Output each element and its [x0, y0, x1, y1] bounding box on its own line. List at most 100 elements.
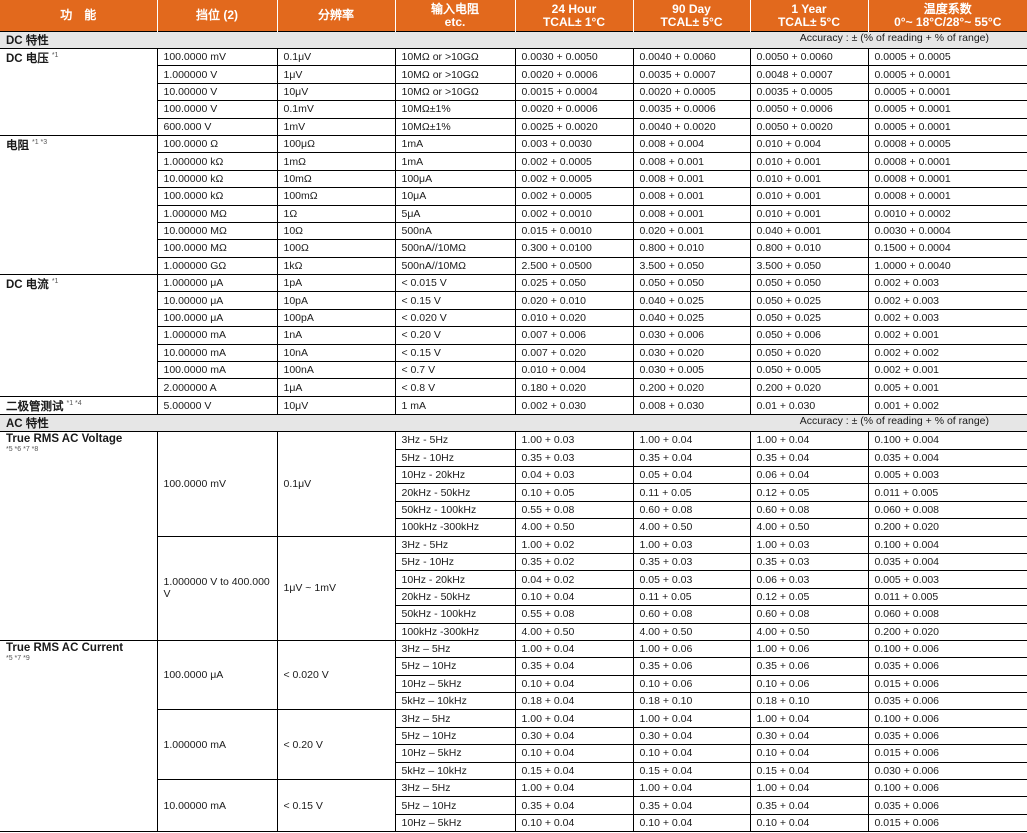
footnote-ref: *1 *4	[66, 399, 82, 407]
1y-cell: 0.010 + 0.001	[749, 152, 869, 171]
24h-cell: 0.007 + 0.006	[514, 326, 634, 345]
section-title: DC 特性	[6, 35, 49, 47]
input-cell: < 0.15 V	[394, 343, 516, 363]
90d-cell: 1.00 + 0.04	[632, 779, 751, 798]
1y-cell: 0.12 + 0.05	[749, 483, 869, 502]
input-cell: 10μA	[394, 187, 516, 206]
temp-coef-cell: 0.0010 + 0.0002	[867, 204, 1027, 223]
resolution-cell: 100Ω	[276, 239, 396, 258]
24h-cell: 0.10 + 0.04	[514, 744, 634, 763]
1y-cell: 1.00 + 0.04	[749, 709, 869, 728]
range-cell: 100.0000 V	[156, 100, 278, 119]
range-cell: 1.000000 MΩ	[156, 204, 278, 223]
table-row: DC 电流 *1 1.000000 μA 1pA < 0.015 V 0.025 + 0.…	[0, 274, 1027, 397]
resolution-cell: 1mΩ	[276, 152, 396, 171]
1y-cell: 0.35 + 0.04	[749, 448, 869, 467]
1y-cell: 0.35 + 0.03	[749, 552, 869, 572]
resolution-cell: 1μV	[276, 65, 396, 84]
resolution-cell: 1nA	[276, 326, 396, 345]
24h-cell: 0.10 + 0.04	[514, 813, 634, 833]
input-cell: 10MΩ±1%	[394, 100, 516, 119]
24h-cell: 0.002 + 0.0005	[514, 187, 634, 206]
temp-coef-cell: 0.015 + 0.006	[867, 744, 1027, 763]
24h-cell: 0.015 + 0.0010	[514, 221, 634, 241]
temp-coef-cell: 0.035 + 0.006	[867, 796, 1027, 815]
resolution-cell: 1μA	[276, 378, 396, 397]
24h-cell: 0.04 + 0.02	[514, 570, 634, 589]
90d-cell: 4.00 + 0.50	[632, 518, 751, 537]
frequency-cell: 10Hz - 20kHz	[394, 570, 516, 589]
24h-cell: 0.55 + 0.08	[514, 605, 634, 624]
temp-coef-cell: 0.002 + 0.003	[867, 308, 1027, 328]
resolution-cell: 0.1μV	[276, 47, 396, 67]
table-row: 5kHz – 10kHz 0.15 + 0.04 0.15 + 0.04 0.15 +…	[0, 761, 1027, 781]
90d-cell: 0.35 + 0.04	[632, 448, 751, 467]
frequency-cell: 3Hz – 5Hz	[394, 709, 516, 728]
input-cell: < 0.8 V	[394, 378, 516, 397]
temp-coef-cell: 0.0008 + 0.0001	[867, 152, 1027, 171]
range-cell: 10.00000 mA	[156, 779, 278, 833]
range-cell: 10.00000 mA	[156, 343, 278, 363]
90d-cell: 4.00 + 0.50	[632, 622, 751, 641]
column-header-resolution: 分辨率	[276, 0, 395, 32]
input-cell: 1mA	[394, 134, 516, 154]
table-row: 10.00000 MΩ 10Ω 500nA 0.015 + 0.0010 0.020 +…	[0, 221, 1027, 241]
temp-coef-cell: 0.0005 + 0.0001	[867, 100, 1027, 119]
frequency-cell: 3Hz – 5Hz	[394, 779, 516, 798]
range-cell: 5.00000 V	[156, 395, 278, 416]
input-cell: < 0.15 V	[394, 291, 516, 310]
1y-cell: 0.35 + 0.06	[749, 657, 869, 676]
temp-coef-cell: 0.011 + 0.005	[867, 587, 1027, 607]
footnote-ref: *5 *6 *7 *8	[6, 446, 39, 454]
temp-coef-cell: 0.015 + 0.006	[867, 813, 1027, 833]
90d-cell: 3.500 + 0.050	[632, 256, 751, 276]
input-cell: 10MΩ or >10GΩ	[394, 82, 516, 102]
temp-coef-cell: 0.015 + 0.006	[867, 674, 1027, 694]
temp-coef-cell: 0.0005 + 0.0001	[867, 82, 1027, 102]
range-cell: 100.0000 μA	[156, 308, 278, 328]
range-cell: 1.000000 mA	[156, 709, 278, 781]
24h-cell: 0.0025 + 0.0020	[514, 117, 634, 136]
table-row: 2.000000 A 1μA < 0.8 V 0.180 + 0.020 0.200 +…	[0, 378, 1027, 397]
24h-cell: 0.10 + 0.04	[514, 587, 634, 607]
90d-cell: 0.030 + 0.020	[632, 343, 751, 363]
resolution-cell: 1Ω	[276, 204, 396, 223]
90d-cell: 1.00 + 0.04	[632, 709, 751, 728]
section-header: AC 特性 Accuracy : ± (% of reading + % of r…	[0, 414, 1027, 433]
temp-coef-cell: 0.030 + 0.006	[867, 761, 1027, 781]
frequency-cell: 5kHz – 10kHz	[394, 761, 516, 781]
24h-cell: 2.500 + 0.0500	[514, 256, 634, 276]
temp-coef-cell: 0.100 + 0.004	[867, 431, 1027, 450]
resolution-cell: < 0.020 V	[276, 639, 396, 711]
temp-coef-cell: 0.100 + 0.006	[867, 709, 1027, 728]
90d-cell: 0.0035 + 0.0006	[632, 100, 751, 119]
temp-coef-cell: 0.200 + 0.020	[867, 518, 1027, 537]
24h-cell: 0.003 + 0.0030	[514, 134, 634, 154]
24h-cell: 0.0020 + 0.0006	[514, 100, 634, 119]
header-row: 功 能挡位 (2) 分辨率 输入电阻 etc. 24 Hour TCAL± 1°C 90…	[0, 0, 1027, 32]
resolution-cell: 100nA	[276, 361, 396, 380]
input-cell: 5μA	[394, 204, 516, 223]
range-cell: 100.0000 μA	[156, 639, 278, 711]
24h-cell: 1.00 + 0.04	[514, 639, 634, 659]
1y-cell: 0.050 + 0.025	[749, 291, 869, 310]
frequency-cell: 10Hz - 20kHz	[394, 465, 516, 485]
90d-cell: 0.030 + 0.005	[632, 361, 751, 380]
90d-cell: 0.0040 + 0.0060	[632, 47, 751, 67]
resolution-cell: 10mΩ	[276, 169, 396, 189]
frequency-cell: 5Hz - 10Hz	[394, 448, 516, 467]
1y-cell: 0.0050 + 0.0060	[749, 47, 869, 67]
24h-cell: 0.025 + 0.050	[514, 274, 634, 293]
function-cell: DC 电流 *1	[0, 274, 158, 397]
1y-cell: 0.800 + 0.010	[749, 239, 869, 258]
24h-cell: 0.180 + 0.020	[514, 378, 634, 397]
1y-cell: 0.050 + 0.006	[749, 326, 869, 345]
24h-cell: 0.0015 + 0.0004	[514, 82, 634, 102]
24h-cell: 0.300 + 0.0100	[514, 239, 634, 258]
temp-coef-cell: 0.100 + 0.004	[867, 535, 1027, 554]
table-row: 10.00000 mA 10nA < 0.15 V 0.007 + 0.020 0.03…	[0, 343, 1027, 363]
resolution-cell: < 0.15 V	[276, 779, 396, 833]
24h-cell: 0.18 + 0.04	[514, 692, 634, 711]
range-cell: 600.000 V	[156, 117, 278, 136]
temp-coef-cell: 0.0008 + 0.0001	[867, 169, 1027, 189]
